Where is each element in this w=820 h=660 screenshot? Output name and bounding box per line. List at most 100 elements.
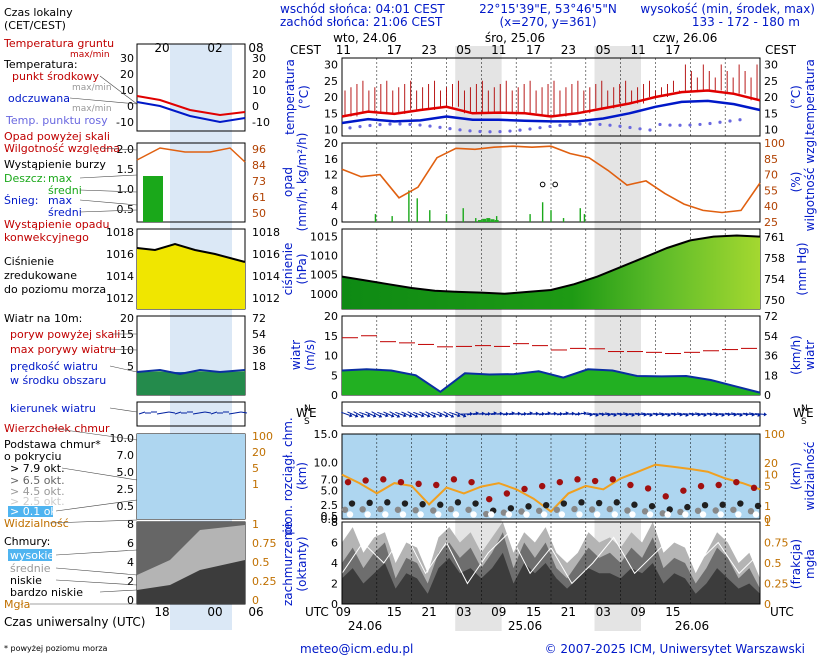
legend-convective: Wystąpienie opadu [4, 218, 109, 231]
legend-cloud-base-2: o pokryciu [4, 450, 61, 463]
legend-convective-2: konwekcyjnego [4, 231, 89, 244]
legend-temperature: Temperatura: [3, 58, 78, 71]
cloud-base-45-marker [500, 509, 508, 516]
storm-marker [539, 181, 546, 188]
wind-direction-arrow [754, 412, 767, 417]
legend-wind-fill [137, 370, 245, 395]
precip-tick: 4 [331, 200, 338, 213]
legend-cover-right-tick: 0.75 [252, 537, 277, 550]
legend-snow-mean: średni [48, 206, 82, 219]
legend-pressure-right-tick: 1012 [252, 292, 280, 305]
dew-point-marker [408, 122, 412, 126]
humidity-tick: 55 [764, 184, 778, 197]
legend-okt01: > 0.1 okt. [10, 505, 65, 518]
wind-direction-arrow [449, 411, 461, 418]
cloud-base-45-marker [641, 508, 649, 515]
wind-tick: 15 [324, 330, 338, 343]
wind-tick: 0 [331, 389, 338, 402]
fog-tick: 1 [764, 516, 771, 529]
precip-tick: 20 [324, 137, 338, 150]
cloud-base-65-marker [578, 499, 585, 506]
legend-humidity-tick: 61 [252, 191, 266, 204]
legend-temp-tick: 30 [120, 52, 134, 65]
cloud-base-01-marker [629, 511, 636, 518]
legend-snow: Śnieg: [4, 194, 38, 207]
dew-point-marker [508, 129, 512, 133]
fog-frac-label: (frakcja) [789, 539, 803, 589]
dew-point-marker [618, 124, 622, 128]
legend-cloud-tick: 7.0 [117, 449, 135, 462]
cloud-base-45-marker [571, 505, 578, 513]
wind-direction-arrow [341, 411, 353, 418]
cloud-base-65-marker [648, 502, 656, 510]
cest-label-right: CEST [765, 43, 797, 57]
sunrise-text: wschód słońca: 04:01 CEST [280, 2, 445, 16]
wind-kmh-tick: 18 [764, 369, 778, 382]
cloud-base-01-marker [752, 511, 760, 518]
cloud-base-01-marker [699, 511, 707, 518]
legend-wind-tick: 10 [120, 344, 134, 357]
legend-connector [55, 499, 138, 512]
humidity-tick: 100 [764, 137, 785, 150]
legend-connector [69, 97, 138, 105]
legend-wind-arrow [138, 411, 146, 415]
cloud-base-65-marker [454, 499, 462, 506]
pressure-tick: 1005 [310, 269, 338, 282]
legend-gust-scale: poryw powyżej skali [10, 328, 120, 341]
cloud-base-01-marker [664, 511, 671, 518]
legend-cover-right-tick: 0.25 [252, 575, 277, 588]
bottom-hour: 15 [526, 605, 541, 619]
cloud-base-45-marker [483, 510, 490, 518]
legend-rain: Deszcz: [4, 172, 46, 185]
dew-point-marker [548, 124, 552, 129]
bottom-hour: 21 [421, 605, 436, 619]
legend-connector [107, 348, 138, 351]
legend-wind-arrow [198, 411, 206, 414]
wind-tick: 10 [324, 350, 338, 363]
wind-tick: 5 [331, 369, 338, 382]
legend-cloud-tick: 10.0 [110, 432, 135, 445]
cloud-base-79-marker [680, 487, 687, 494]
compass-s: S [304, 417, 310, 427]
wind-direction-arrow [383, 411, 395, 418]
cloud-base-45-marker [624, 507, 631, 514]
legend-pressure-tick: 1016 [106, 248, 134, 261]
cloud-base-01-marker [488, 511, 495, 518]
cloud-base-65-marker [384, 499, 391, 506]
visibility-label: widzialność [803, 442, 817, 511]
legend-utc-hour: 00 [207, 605, 222, 619]
dew-point-marker [468, 129, 472, 133]
legend-pressure-right-tick: 1016 [252, 248, 280, 261]
legend-wind-arrow [228, 412, 236, 415]
precip-axis-label: opad [281, 167, 295, 197]
cloud-base-79-marker [362, 477, 369, 484]
top-hour: 11 [336, 43, 351, 57]
legend-hour: 02 [207, 41, 222, 55]
bottom-hour: 09 [630, 605, 645, 619]
dew-point-marker [448, 127, 452, 131]
wind-direction-arrow [437, 411, 449, 418]
cloud-base-45-marker [430, 507, 437, 514]
legend-connector [99, 589, 138, 593]
legend-temp-tick: 10 [120, 84, 134, 97]
humidity-axis-label: wilgotność wzgl. [803, 133, 817, 232]
pressure-mmhg-tick: 761 [764, 231, 785, 244]
cloud-base-65-marker [701, 501, 709, 509]
top-hour: 11 [491, 43, 506, 57]
dew-point-marker [658, 122, 662, 127]
cloud-tick: 15.0 [314, 428, 339, 441]
cloud-base-45-marker [606, 505, 613, 513]
utc-label-left: UTC [305, 605, 329, 619]
visibility-line [341, 463, 761, 513]
rain-mean-bar [486, 218, 491, 222]
cloud-base-65-marker [525, 503, 532, 510]
legend-low: niskie [10, 574, 42, 587]
cloud-base-65-marker [595, 499, 603, 507]
altitude-label: wysokość (min, środek, max) [640, 2, 815, 16]
top-hour: 05 [456, 43, 471, 57]
cloud-base-79-marker [344, 478, 352, 486]
cloud-base-45-marker [447, 505, 455, 513]
cloud-base-65-marker [684, 503, 691, 511]
dew-point-marker [378, 122, 382, 127]
